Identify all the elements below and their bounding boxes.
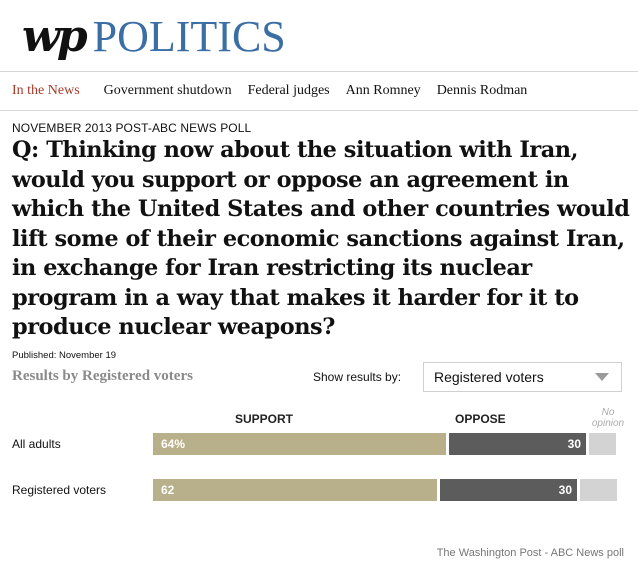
bar-no-opinion-registered-voters — [580, 479, 617, 501]
nav-link-ann-romney[interactable]: Ann Romney — [345, 83, 421, 98]
bar-support-registered-voters: 62 — [153, 479, 437, 501]
bar-no-opinion-all-adults — [589, 433, 616, 455]
nav-link-federal-judges[interactable]: Federal judges — [247, 83, 330, 98]
bar-support-all-adults: 64% — [153, 433, 446, 455]
row-label-registered-voters: Registered voters — [12, 483, 107, 497]
published-date: Published: November 19 — [12, 350, 117, 361]
dropdown-value: Registered voters — [434, 369, 544, 385]
column-header-oppose: OPPOSE — [455, 412, 506, 426]
in-the-news-nav: In the News Government shutdown Federal … — [0, 71, 638, 111]
bar-oppose-all-adults: 30 — [449, 433, 586, 455]
results-title: Results by Registered voters — [12, 368, 193, 384]
bar-oppose-registered-voters: 30 — [440, 479, 577, 501]
poll-kicker: NOVEMBER 2013 POST-ABC NEWS POLL — [12, 121, 252, 135]
section-title[interactable]: POLITICS — [92, 12, 286, 61]
show-results-dropdown[interactable]: Registered voters — [423, 362, 622, 392]
show-results-label: Show results by: — [313, 370, 402, 384]
nav-link-government-shutdown[interactable]: Government shutdown — [103, 83, 232, 98]
row-label-all-adults: All adults — [12, 437, 61, 451]
nav-link-dennis-rodman[interactable]: Dennis Rodman — [436, 83, 528, 98]
poll-question: Q: Thinking now about the situation with… — [12, 137, 630, 340]
brand-header: wp POLITICS — [22, 12, 286, 62]
wp-logo[interactable]: wp — [22, 11, 88, 62]
column-header-support: SUPPORT — [235, 412, 294, 426]
column-header-no-opinion: No opinion — [591, 407, 625, 429]
nav-label: In the News — [12, 83, 80, 98]
chevron-down-icon — [595, 373, 609, 381]
source-credit: The Washington Post - ABC News poll — [436, 547, 624, 559]
